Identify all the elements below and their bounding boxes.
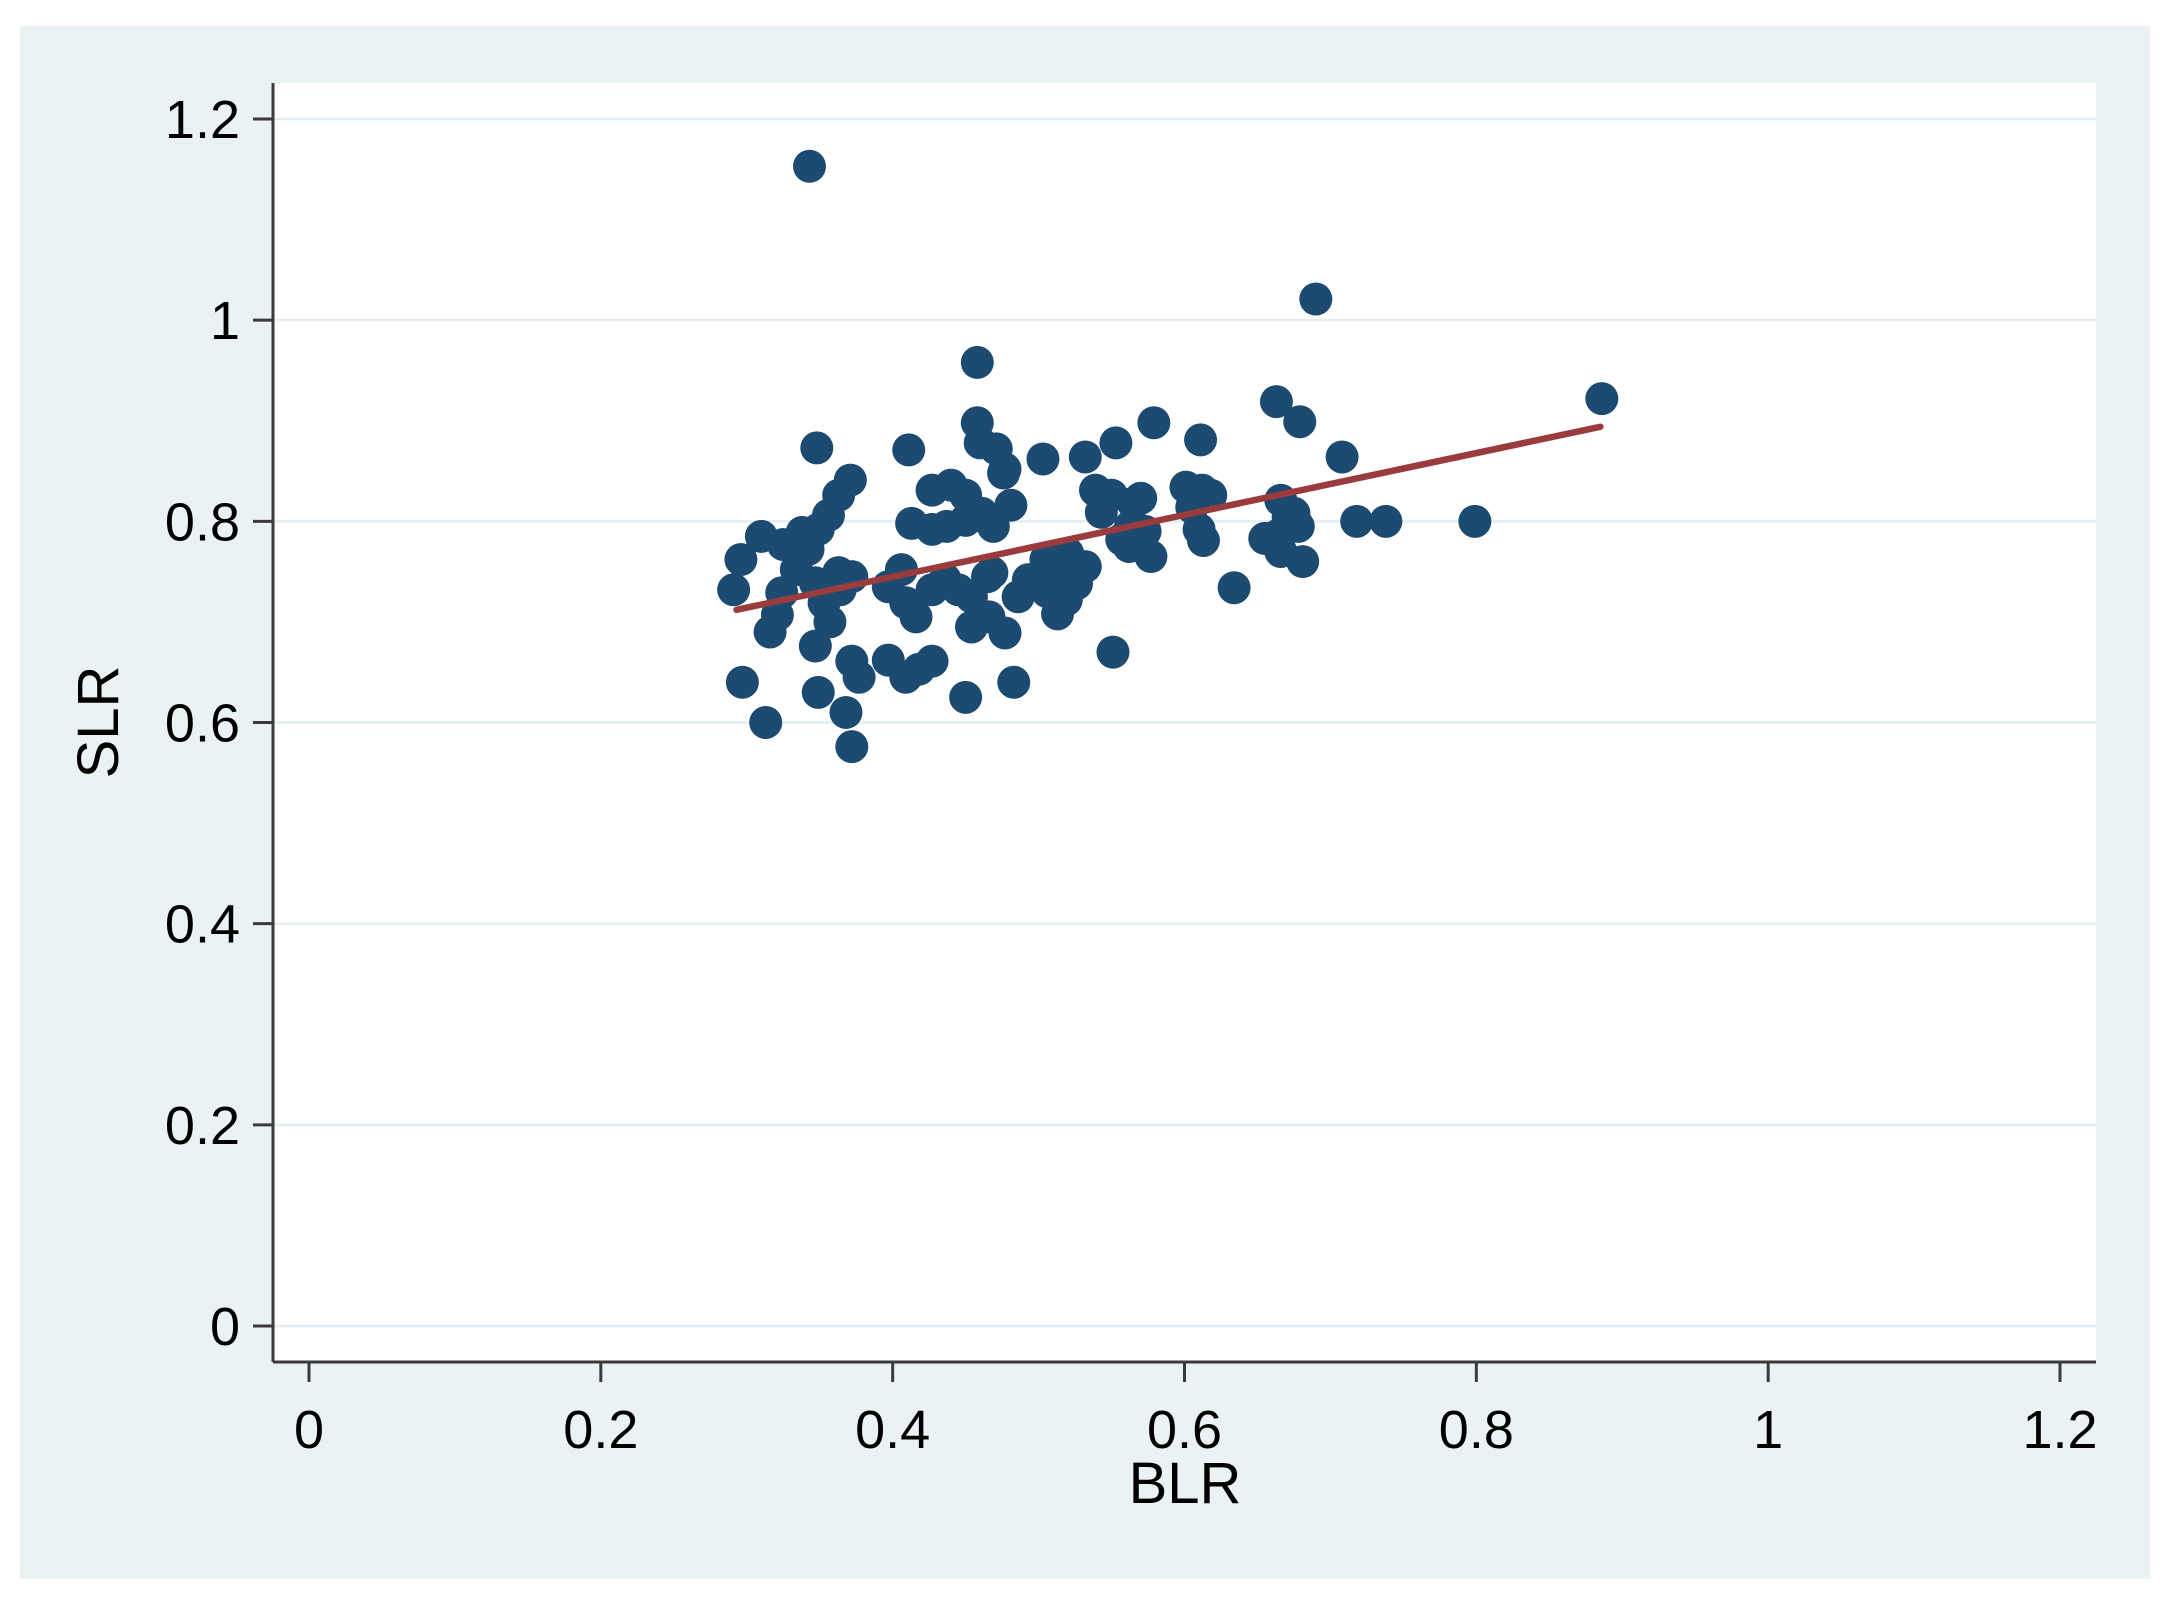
data-point <box>949 680 983 714</box>
x-tick-label: 0 <box>294 1400 324 1460</box>
data-point <box>1585 382 1619 416</box>
data-point <box>1137 406 1171 440</box>
data-point <box>717 573 751 607</box>
data-point <box>1096 635 1130 669</box>
data-point <box>813 605 847 639</box>
data-point <box>800 431 834 465</box>
data-point <box>1186 523 1220 557</box>
data-point <box>954 610 988 644</box>
data-point <box>766 527 800 561</box>
y-tick-label: 1 <box>210 291 240 351</box>
data-point <box>899 600 933 634</box>
data-point <box>1026 442 1060 476</box>
data-point <box>997 665 1031 699</box>
data-point <box>829 695 863 729</box>
data-point <box>1124 481 1158 515</box>
x-tick-label: 0.6 <box>1147 1400 1222 1460</box>
data-point <box>1001 580 1035 614</box>
data-point <box>792 149 826 183</box>
data-point <box>1325 440 1359 474</box>
data-point <box>1217 571 1251 605</box>
data-point <box>749 706 783 739</box>
data-point <box>798 629 832 663</box>
data-point <box>1299 282 1333 316</box>
y-axis-title: SLR <box>66 666 131 779</box>
y-tick-label: 0.8 <box>165 492 240 552</box>
data-point <box>1134 540 1168 574</box>
y-tick-label: 0.2 <box>165 1096 240 1156</box>
data-point <box>1369 504 1403 538</box>
data-point <box>724 543 758 577</box>
data-point <box>1283 405 1317 439</box>
data-point <box>1084 495 1118 529</box>
data-point <box>988 616 1022 650</box>
y-tick-label: 0 <box>210 1297 240 1357</box>
data-point <box>753 615 787 649</box>
data-point <box>801 675 835 709</box>
data-point <box>1286 545 1320 579</box>
data-point <box>960 345 994 379</box>
data-point <box>1068 440 1102 474</box>
data-point <box>987 456 1021 490</box>
y-tick-label: 0.4 <box>165 895 240 955</box>
x-tick-label: 0.2 <box>563 1400 638 1460</box>
data-point <box>915 573 949 607</box>
data-point <box>1281 509 1315 543</box>
y-tick-label: 0.6 <box>165 694 240 754</box>
data-point <box>725 665 759 699</box>
data-point <box>1194 478 1228 512</box>
data-point <box>976 509 1010 543</box>
data-point <box>1458 504 1492 538</box>
fit-line <box>733 423 1604 614</box>
data-point <box>842 660 876 694</box>
x-tick-label: 1 <box>1753 1400 1783 1460</box>
data-point <box>1340 504 1374 538</box>
data-point <box>915 644 949 678</box>
data-point <box>1041 597 1075 631</box>
x-tick-label: 0.8 <box>1439 1400 1514 1460</box>
data-point <box>1184 423 1218 457</box>
x-axis-title: BLR <box>1129 1451 1242 1516</box>
data-point <box>1099 426 1133 460</box>
data-point <box>835 730 869 764</box>
data-point <box>1259 385 1293 419</box>
x-tick-label: 1.2 <box>2022 1400 2097 1460</box>
x-tick-label: 0.4 <box>855 1400 930 1460</box>
y-tick-label: 1.2 <box>165 90 240 150</box>
data-point <box>892 433 926 467</box>
